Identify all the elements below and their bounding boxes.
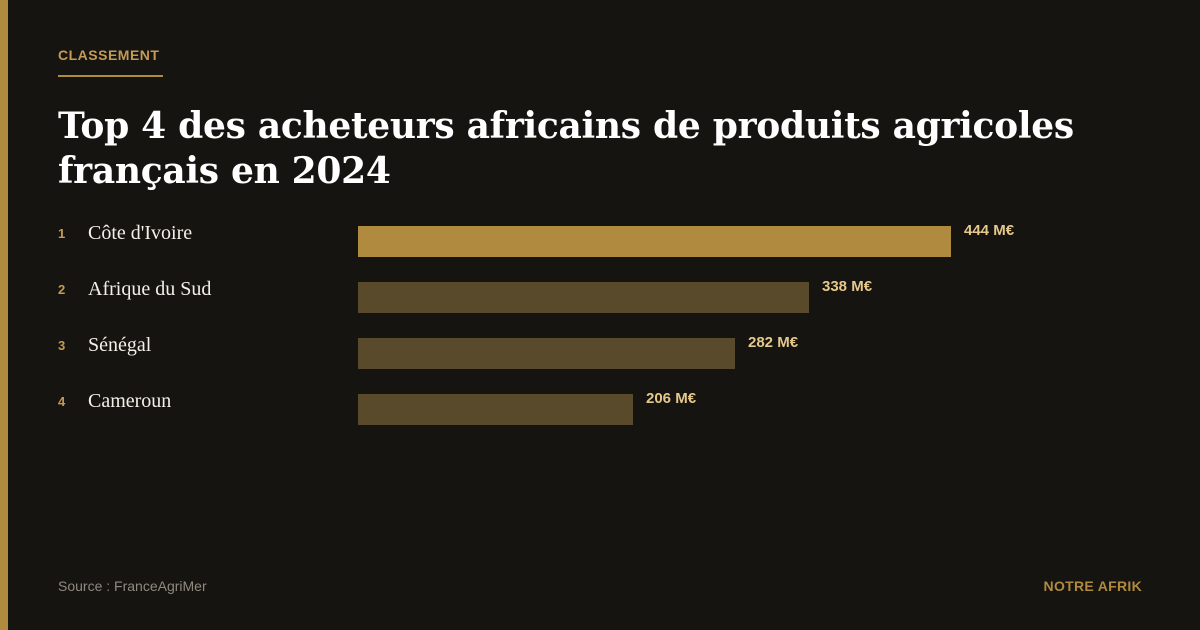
bar <box>358 394 633 425</box>
bar-row: 1 Côte d'Ivoire 444 M€ <box>0 222 1200 266</box>
chart-title: Top 4 des acheteurs africains de produit… <box>58 105 1074 192</box>
category-label: Sénégal <box>88 334 152 356</box>
bar <box>358 226 951 257</box>
data-label: 338 M€ <box>822 278 873 295</box>
section-kicker: CLASSEMENT <box>58 47 160 63</box>
category-label: Afrique du Sud <box>88 278 212 300</box>
accent-stripe <box>0 0 8 630</box>
bar-row: 2 Afrique du Sud 338 M€ <box>0 278 1200 322</box>
brand-logo-text: NOTRE AFRIK <box>1043 578 1142 594</box>
source-note: Source : FranceAgriMer <box>58 578 207 594</box>
rank-number: 1 <box>58 226 66 241</box>
kicker-underline <box>58 75 163 77</box>
rank-number: 3 <box>58 338 66 353</box>
bar-row: 4 Cameroun 206 M€ <box>0 390 1200 434</box>
rank-number: 2 <box>58 282 66 297</box>
data-label: 282 M€ <box>748 334 799 351</box>
data-label: 206 M€ <box>646 390 697 407</box>
rank-number: 4 <box>58 394 66 409</box>
bar-row: 3 Sénégal 282 M€ <box>0 334 1200 378</box>
category-label: Cameroun <box>88 390 172 412</box>
category-label: Côte d'Ivoire <box>88 222 193 244</box>
bar <box>358 338 735 369</box>
bar <box>358 282 809 313</box>
data-label: 444 M€ <box>964 222 1015 239</box>
